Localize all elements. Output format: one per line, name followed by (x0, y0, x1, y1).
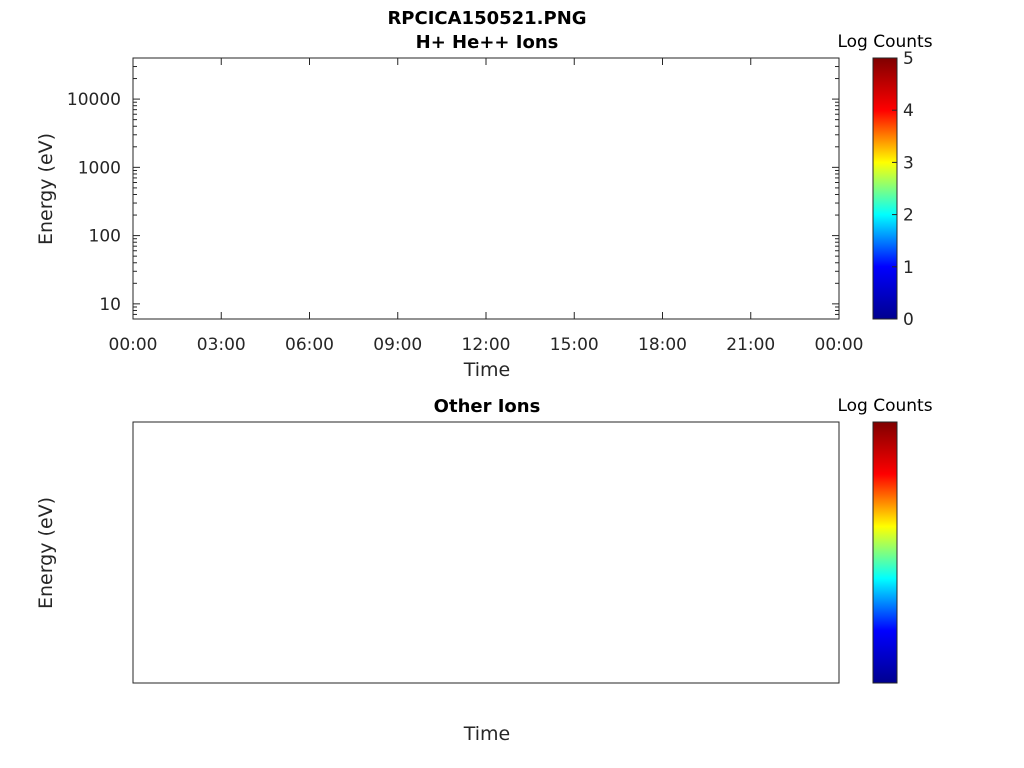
y-tick-label: 100 (89, 227, 121, 247)
y-axis-label: Energy (eV) (35, 133, 57, 245)
y-axis-label: Energy (eV) (35, 497, 57, 609)
x-tick-label: 03:00 (197, 335, 246, 355)
y-tick-label: 10000 (67, 90, 121, 110)
figure-filename: RPCICA150521.PNG (387, 8, 586, 29)
plot-frame (132, 57, 840, 320)
panel-title: H+ He++ Ions (416, 32, 559, 53)
y-tick-label: 10 (99, 295, 121, 315)
colorbar-tick-label: 0 (903, 310, 914, 330)
x-tick-label: 06:00 (285, 335, 334, 355)
plot-frame (132, 421, 840, 684)
panel-title: Other Ions (434, 396, 541, 417)
panel-other-ions: Other Ions Time Energy (eV) Log Counts (35, 396, 933, 745)
y-tick-label: 1000 (78, 158, 121, 178)
x-tick-label: 18:00 (638, 335, 687, 355)
colorbar-ticks: 0 1 2 3 4 5 (892, 49, 914, 330)
x-ticks: 00:00 03:00 06:00 09:00 12:00 15:00 18:00 21:00… (109, 58, 864, 355)
x-tick-label: 12:00 (462, 335, 511, 355)
x-tick-label: 00:00 (815, 335, 864, 355)
x-axis-label: Time (463, 359, 511, 381)
x-tick-label: 09:00 (373, 335, 422, 355)
colorbar-tick-label: 4 (903, 101, 914, 121)
x-axis-label: Time (463, 723, 511, 745)
x-tick-label: 21:00 (726, 335, 775, 355)
colorbar-tick-label: 3 (903, 153, 914, 173)
colorbar-tick-label: 5 (903, 49, 914, 69)
y-ticks: 10 100 1000 10000 (67, 57, 839, 320)
colorbar-tick-label: 1 (903, 258, 914, 278)
colorbar (872, 421, 898, 684)
colorbar-label: Log Counts (837, 32, 932, 52)
colorbar-label: Log Counts (837, 396, 932, 416)
x-tick-label: 00:00 (109, 335, 158, 355)
colorbar-tick-label: 2 (903, 206, 914, 226)
x-tick-label: 15:00 (550, 335, 599, 355)
colorbar (872, 57, 898, 320)
